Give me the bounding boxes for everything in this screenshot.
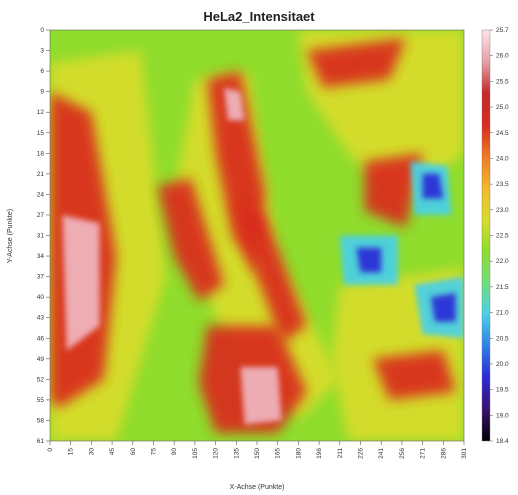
x-tick-label: 150 <box>254 448 261 459</box>
colorbar-tick-label: 18.4 <box>496 438 509 445</box>
colorbar-tick-label: 25.0 <box>496 104 509 111</box>
y-axis-label: Y-Achse (Punkte) <box>7 209 14 263</box>
y-tick-label: 52 <box>37 376 45 383</box>
colorbar: 25.7 26.0 25.5 25.0 24.5 24.0 23.5 23.0 22.5 22.0… <box>481 27 509 445</box>
x-tick-label: 15 <box>68 448 75 456</box>
x-axis-label: X-Achse (Punkte) <box>230 484 285 491</box>
x-tick-label: 180 <box>295 448 302 459</box>
y-tick-label: 31 <box>37 233 45 240</box>
y-tick-label: 3 <box>40 48 44 55</box>
y-tick-label: 37 <box>37 274 45 281</box>
colorbar-tick-label: 23.0 <box>496 207 509 214</box>
colorbar-tick-label: 20.0 <box>496 361 509 368</box>
heatmap-region <box>62 215 100 351</box>
x-tick-label: 135 <box>233 448 240 459</box>
colorbar-tick-label: 21.5 <box>496 284 509 291</box>
heatmap-region <box>223 87 245 121</box>
x-tick-label: 301 <box>461 448 468 459</box>
heatmap-region <box>157 178 224 302</box>
y-tick-label: 46 <box>37 335 45 342</box>
colorbar-tick-label: 25.7 <box>496 27 509 34</box>
colorbar-tick-label: 23.5 <box>496 181 509 188</box>
y-tick-label: 58 <box>37 417 45 424</box>
colorbar-tick-label: 19.5 <box>496 387 509 394</box>
heatmap-region <box>356 247 382 273</box>
heatmap-region <box>236 202 307 343</box>
colorbar-tick-label: 21.0 <box>496 310 509 317</box>
x-tick-label: 75 <box>151 448 158 456</box>
y-tick-label: 0 <box>40 27 44 34</box>
x-tick-label: 165 <box>275 448 282 459</box>
y-tick-label: 40 <box>37 294 45 301</box>
y-tick-label: 61 <box>37 438 45 445</box>
chart-title: HeLa2_Intensitaet <box>203 9 315 24</box>
y-tick-label: 34 <box>37 253 45 260</box>
y-tick-label: 55 <box>37 397 45 404</box>
heatmap-region <box>240 367 282 425</box>
y-tick-label: 43 <box>37 315 45 322</box>
colorbar-ticks: 25.7 26.0 25.5 25.0 24.5 24.0 23.5 23.0 22.5 22.0… <box>490 27 509 445</box>
x-tick-label: 211 <box>337 448 344 459</box>
colorbar-gradient <box>481 29 491 442</box>
colorbar-tick-label: 24.5 <box>496 130 509 137</box>
x-tick-label: 241 <box>378 448 385 459</box>
y-tick-label: 15 <box>37 130 45 137</box>
x-tick-label: 196 <box>316 448 323 459</box>
colorbar-tick-label: 26.0 <box>496 53 509 60</box>
y-tick-label: 21 <box>37 171 45 178</box>
x-tick-label: 105 <box>192 448 199 459</box>
heatmap-region <box>306 38 406 88</box>
y-tick-label: 24 <box>37 191 45 198</box>
x-tick-label: 286 <box>440 448 447 459</box>
heatmap-plot-area <box>49 29 465 442</box>
x-tick-label: 90 <box>171 448 178 456</box>
y-tick-label: 27 <box>37 212 45 219</box>
x-tick-label: 120 <box>213 448 220 459</box>
x-tick-label: 60 <box>130 448 137 456</box>
y-tick-label: 6 <box>40 68 44 75</box>
heatmap-region <box>430 293 456 322</box>
y-tick-label: 12 <box>37 109 45 116</box>
heatmap-region <box>364 153 423 228</box>
x-axis: 0 15 30 45 60 75 90 105 120 135 150 165 180 196 211 226… <box>47 441 468 459</box>
x-tick-label: 271 <box>420 448 427 459</box>
x-tick-label: 226 <box>358 448 365 459</box>
y-tick-label: 9 <box>40 89 44 96</box>
heatmap-region <box>372 350 456 400</box>
y-tick-label: 49 <box>37 356 45 363</box>
x-tick-label: 256 <box>399 448 406 459</box>
y-tick-label: 18 <box>37 150 45 157</box>
x-tick-label: 30 <box>88 448 95 456</box>
colorbar-tick-label: 22.5 <box>496 233 509 240</box>
colorbar-tick-label: 25.5 <box>496 78 509 85</box>
heatmap-region <box>422 173 444 199</box>
colorbar-tick-label: 19.0 <box>496 412 509 419</box>
x-tick-label: 45 <box>109 448 116 456</box>
x-tick-label: 0 <box>47 448 54 452</box>
colorbar-tick-label: 22.0 <box>496 258 509 265</box>
y-axis: 0 3 6 9 12 15 18 21 24 27 31 34 37 40 43 46 49 52 55 58 61 <box>37 27 50 445</box>
colorbar-tick-label: 20.5 <box>496 335 509 342</box>
heatmap-cells <box>50 30 464 441</box>
colorbar-tick-label: 24.0 <box>496 155 509 162</box>
